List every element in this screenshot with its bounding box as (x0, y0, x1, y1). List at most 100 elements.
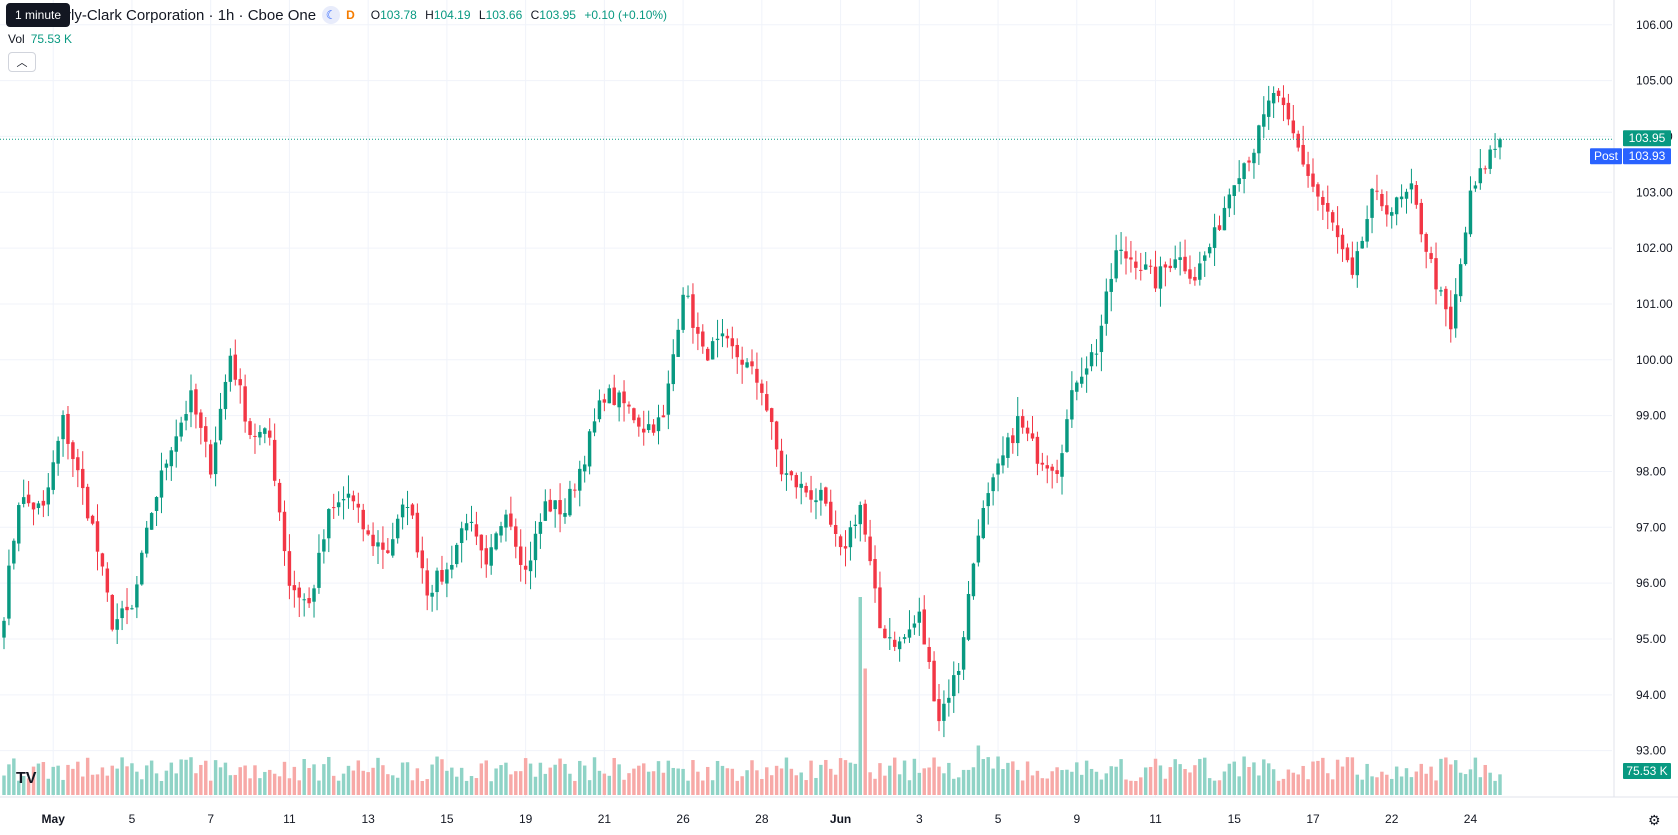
y-tick-label: 103.00 (1636, 185, 1673, 199)
y-tick-label: 97.00 (1636, 520, 1666, 534)
candle-body (784, 473, 789, 475)
candle-body (169, 450, 174, 467)
volume-bar (1419, 763, 1423, 795)
candle-body (548, 499, 552, 512)
candle-body (464, 523, 469, 531)
candle-body (1414, 184, 1419, 205)
candle-body (691, 294, 695, 328)
candle-body (1453, 294, 1458, 329)
volume-bar (56, 765, 60, 795)
candle-body (110, 594, 114, 630)
candle-body (1385, 205, 1389, 215)
volume-bar (1286, 769, 1291, 795)
candle-body (1020, 416, 1025, 428)
candle-body (696, 326, 700, 334)
y-tick-label: 106.00 (1636, 18, 1673, 32)
volume-bar (282, 761, 287, 795)
candle-body (1306, 164, 1310, 176)
volume-bar (853, 763, 858, 795)
candle-body (661, 415, 666, 418)
volume-bar (430, 764, 434, 795)
candle-body (159, 470, 164, 498)
candle-body (386, 550, 390, 553)
candle-body (56, 440, 60, 464)
volume-bar (499, 765, 503, 795)
candle-body (450, 564, 454, 570)
volume-bar (622, 779, 626, 795)
candle-body (1429, 253, 1433, 260)
candle-body (199, 412, 203, 428)
candle-body (632, 408, 636, 421)
volume-bar (1139, 777, 1143, 795)
volume-bar (1345, 757, 1350, 795)
y-tick-label: 101.00 (1636, 297, 1673, 311)
candle-body (208, 444, 213, 475)
volume-bar (327, 756, 331, 795)
candle-body (1375, 190, 1379, 192)
candle-body (1311, 173, 1315, 187)
candle-body (730, 338, 735, 347)
candle-body (1217, 225, 1222, 230)
candle-body (1207, 247, 1212, 254)
volume-bar (578, 760, 582, 795)
volume-bar (1483, 764, 1487, 795)
candle-body (66, 413, 70, 444)
symbol-title[interactable]: rly-Clark Corporation · 1h · Cboe One (66, 6, 317, 24)
candle-body (740, 359, 744, 365)
volume-bar (873, 778, 877, 795)
volume-bar (135, 771, 139, 795)
volume-bar (637, 765, 641, 795)
volume-bar (1143, 767, 1148, 795)
candle-body (1365, 219, 1369, 242)
volume-bar (76, 761, 80, 795)
gear-icon[interactable]: ⚙ (1648, 812, 1661, 828)
legend: rly-Clark Corporation · 1h · Cboe One ☾ … (6, 6, 667, 24)
volume-bar (1340, 766, 1345, 795)
volume-bar (996, 756, 1000, 795)
chevron-up-icon[interactable]: ︿ (8, 52, 36, 72)
candle-body (268, 430, 272, 438)
candle-body (1084, 368, 1089, 375)
volume-bar (1060, 770, 1064, 795)
candle-body (445, 569, 449, 584)
candle-body (666, 383, 671, 415)
candle-body (1143, 264, 1148, 270)
volume-bar (292, 766, 297, 795)
volume-bar (1114, 766, 1118, 795)
volume-bar (1188, 772, 1192, 795)
candle-body (1321, 196, 1325, 205)
candle-body (1227, 194, 1232, 209)
candle-body (51, 462, 55, 490)
candle-body (1035, 436, 1040, 464)
volume-bar (105, 775, 110, 795)
volume-bar (1016, 769, 1020, 795)
volume-bar (1355, 774, 1360, 795)
volume-bar (666, 760, 671, 795)
candle-body (991, 477, 995, 492)
candle-body (809, 490, 813, 500)
candle-body (528, 560, 533, 572)
candle-body (1360, 240, 1364, 249)
volume-bar (592, 757, 597, 795)
candle-body (1178, 257, 1182, 260)
volume-bar (130, 763, 134, 795)
volume-bar (1404, 768, 1409, 795)
volume-bar (12, 758, 16, 795)
volume-bar (71, 768, 75, 795)
volume-bar (952, 778, 956, 795)
post-price-label-bg (1623, 148, 1671, 165)
candle-body (1473, 185, 1478, 189)
volume-bar (1498, 774, 1502, 795)
candle-body (612, 387, 616, 405)
x-tick-label: 26 (676, 812, 690, 826)
x-tick-label: 5 (129, 812, 136, 826)
volume-bar (391, 775, 395, 795)
candle-body (607, 388, 612, 404)
volume-bar (1129, 780, 1133, 795)
moon-icon[interactable]: ☾ (322, 6, 341, 24)
candle-body (518, 546, 523, 565)
volume-bar (922, 768, 926, 795)
volume-bar (701, 780, 705, 795)
volume-bar (1045, 778, 1049, 795)
